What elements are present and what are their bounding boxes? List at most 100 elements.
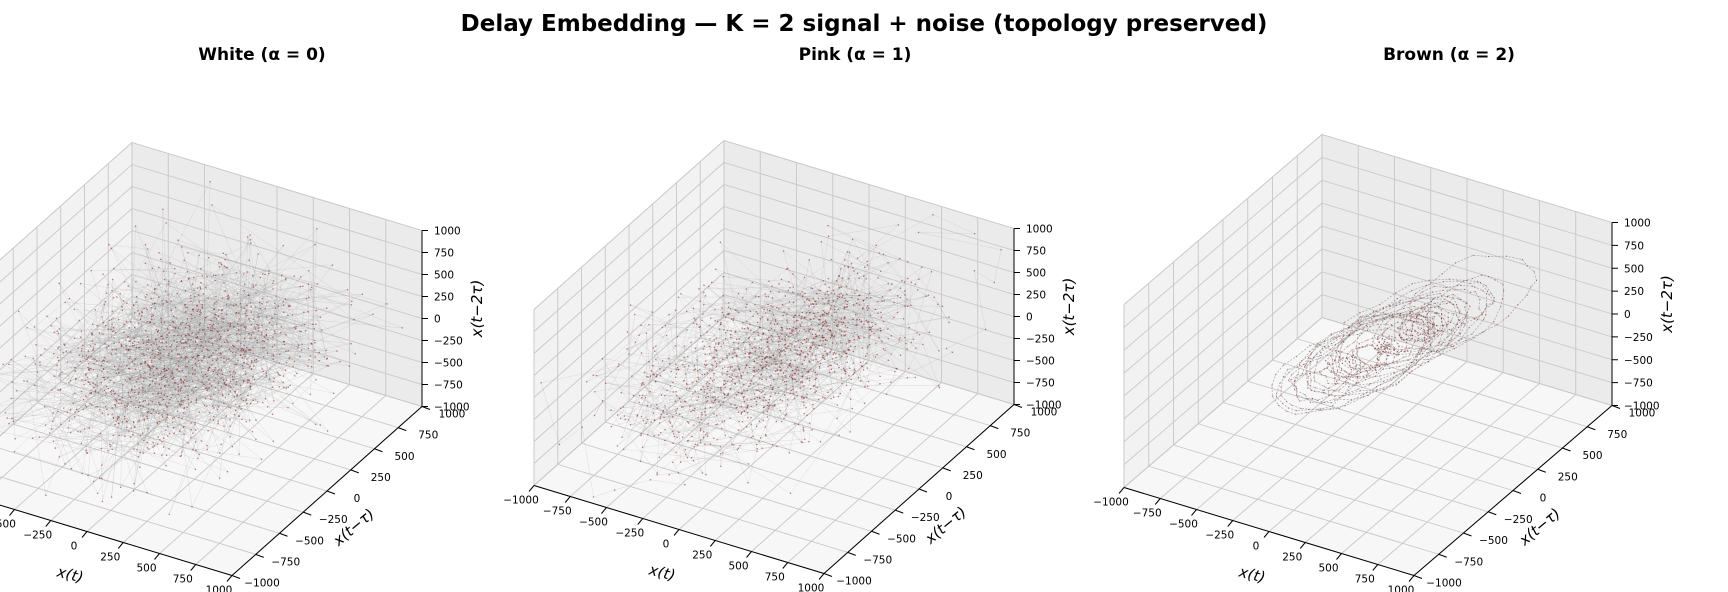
- data-point: [812, 318, 815, 320]
- data-point: [201, 303, 204, 306]
- data-point: [809, 348, 811, 350]
- data-point: [65, 350, 67, 353]
- data-point: [1450, 320, 1452, 322]
- data-point: [46, 315, 48, 317]
- data-point: [1442, 330, 1444, 332]
- data-point: [753, 346, 755, 349]
- data-point: [134, 368, 137, 371]
- data-point: [816, 373, 818, 376]
- data-point: [779, 350, 782, 352]
- data-point: [815, 303, 818, 305]
- data-point: [641, 396, 643, 399]
- grid-line: [195, 395, 387, 565]
- data-point: [1422, 311, 1424, 313]
- data-point: [1353, 341, 1355, 343]
- data-point: [289, 356, 291, 358]
- data-point: [861, 326, 863, 328]
- data-point: [581, 426, 583, 428]
- data-point: [904, 336, 906, 339]
- data-point: [1447, 316, 1449, 318]
- data-point: [1341, 339, 1343, 341]
- data-point: [948, 321, 950, 324]
- data-point: [699, 441, 702, 444]
- data-point: [818, 319, 820, 321]
- data-point: [714, 357, 716, 359]
- data-point: [1462, 280, 1464, 282]
- data-point: [803, 328, 805, 330]
- data-point: [784, 338, 786, 340]
- data-point: [787, 335, 790, 338]
- data-point: [826, 352, 828, 355]
- data-point: [34, 363, 36, 365]
- data-point: [618, 363, 620, 365]
- data-point: [243, 273, 245, 275]
- data-point: [1395, 353, 1397, 355]
- data-point: [112, 327, 115, 329]
- data-point: [246, 358, 248, 360]
- data-point: [773, 361, 775, 363]
- data-point: [211, 405, 214, 407]
- data-point: [208, 379, 210, 381]
- data-point: [800, 325, 802, 328]
- data-point: [282, 375, 285, 377]
- data-point: [767, 401, 770, 404]
- data-point: [183, 259, 185, 261]
- data-point: [1307, 375, 1309, 378]
- data-point: [326, 430, 329, 432]
- data-point: [1344, 381, 1347, 383]
- data-point: [744, 366, 747, 369]
- data-point: [716, 414, 718, 417]
- data-point: [102, 368, 105, 371]
- data-point: [848, 374, 850, 377]
- data-point: [1383, 317, 1385, 320]
- data-point: [787, 366, 789, 369]
- data-point: [1411, 310, 1413, 312]
- data-point: [147, 248, 149, 250]
- data-point: [252, 346, 254, 348]
- data-point: [1333, 390, 1335, 392]
- data-point: [1452, 296, 1454, 298]
- data-point: [1315, 353, 1317, 355]
- data-point: [1433, 334, 1435, 336]
- data-point: [747, 404, 749, 407]
- data-point: [176, 353, 179, 355]
- data-point: [1433, 285, 1436, 287]
- data-point: [1402, 307, 1405, 310]
- data-point: [655, 375, 658, 378]
- data-point: [1483, 331, 1485, 333]
- data-point: [764, 426, 767, 428]
- data-point: [221, 297, 224, 299]
- data-point: [646, 404, 649, 407]
- data-point: [240, 408, 242, 410]
- data-point: [743, 400, 746, 403]
- data-point: [819, 319, 821, 321]
- data-point: [120, 402, 123, 404]
- data-point: [766, 309, 769, 311]
- data-point: [346, 289, 349, 291]
- data-point: [184, 385, 187, 387]
- data-point: [705, 383, 707, 385]
- data-point: [197, 331, 200, 334]
- y-tick-label: 750: [418, 430, 438, 442]
- data-point: [167, 283, 169, 285]
- data-point: [781, 338, 784, 340]
- data-point: [241, 357, 244, 359]
- data-point: [721, 367, 724, 369]
- data-point: [1441, 329, 1443, 331]
- data-point: [703, 391, 705, 393]
- data-point: [85, 406, 88, 408]
- data-point: [138, 419, 140, 422]
- data-point: [1356, 370, 1358, 372]
- data-point: [1405, 338, 1408, 340]
- data-point: [161, 454, 163, 456]
- data-point: [1359, 390, 1361, 392]
- data-point: [229, 374, 232, 376]
- data-point: [113, 381, 115, 384]
- data-point: [56, 356, 59, 359]
- data-point: [706, 392, 708, 395]
- data-point: [733, 444, 735, 446]
- data-point: [175, 362, 177, 365]
- data-point: [187, 252, 189, 254]
- data-point: [843, 307, 845, 310]
- data-point: [827, 325, 829, 327]
